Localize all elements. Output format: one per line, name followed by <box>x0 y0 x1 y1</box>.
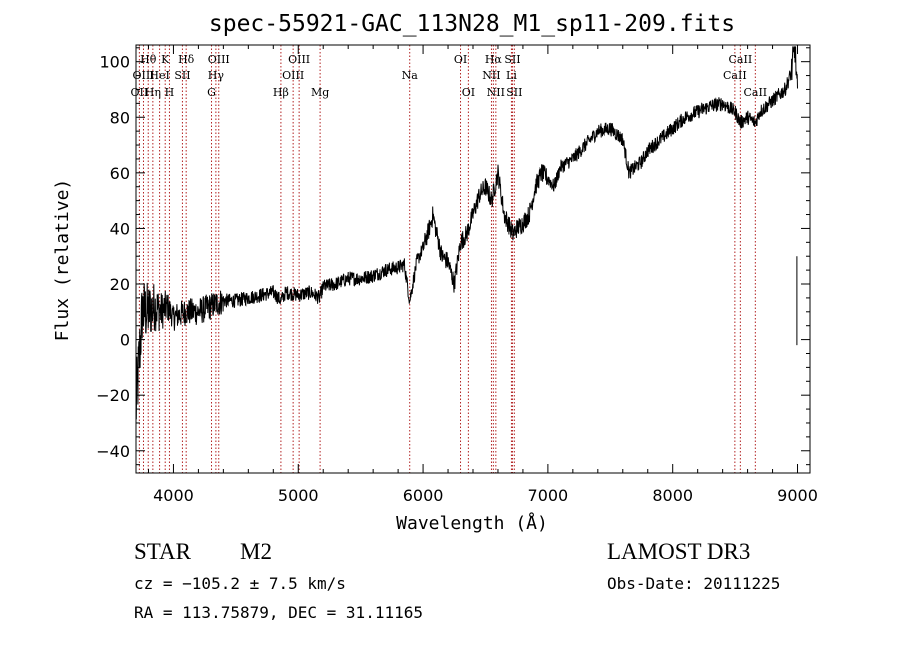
line-marker-label: NII <box>487 86 505 99</box>
y-tick-label: 100 <box>99 53 130 72</box>
marker-labels: OII Hθ OIII Hη HeI K H SII Hδ OIII Hγ G OIII OIII Hβ Mg… <box>131 53 768 99</box>
line-marker-label: Hη <box>145 86 161 99</box>
object-class: STAR <box>134 539 191 564</box>
y-axis-label: Flux (relative) <box>52 179 73 342</box>
x-tick-label: 6000 <box>403 486 444 505</box>
line-marker-label: Hδ <box>178 53 195 66</box>
y-tick-label: 60 <box>110 164 130 183</box>
line-marker-label: Hα <box>485 53 503 66</box>
redshift-velocity: cz = −105.2 ± 7.5 km/s <box>134 574 346 593</box>
line-marker-label: OIII <box>208 53 230 66</box>
y-tick-label: 80 <box>110 108 130 127</box>
line-marker-label: Na <box>402 69 419 82</box>
x-tick-label: 5000 <box>278 486 319 505</box>
line-markers <box>138 45 756 473</box>
line-marker-label: CaII <box>723 69 747 82</box>
y-tick-label: −20 <box>96 386 130 405</box>
line-marker-label: OIII <box>282 69 304 82</box>
line-marker-label: CaII <box>743 86 767 99</box>
y-tick-label: 40 <box>110 219 130 238</box>
x-tick-label: 4000 <box>153 486 194 505</box>
chart-title: spec-55921-GAC_113N28_M1_sp11-209.fits <box>209 11 735 37</box>
x-tick-label: 7000 <box>528 486 569 505</box>
line-marker-label: K <box>161 53 170 66</box>
line-marker-label: G <box>207 86 216 99</box>
line-marker-label: OI <box>462 86 475 99</box>
x-tick-label: 9000 <box>777 486 818 505</box>
line-marker-label: SII <box>506 86 522 99</box>
line-marker-label: OIII <box>132 69 154 82</box>
line-marker-label: Hγ <box>208 69 225 82</box>
x-axis-label: Wavelength (Å) <box>396 512 548 534</box>
line-marker-label: Hθ <box>140 53 157 66</box>
line-marker-label: HeI <box>149 69 169 82</box>
x-tick-label: 8000 <box>652 486 693 505</box>
survey-name: LAMOST DR3 <box>607 539 751 564</box>
sky-coordinates: RA = 113.75879, DEC = 31.11165 <box>134 603 423 622</box>
y-tick-label: 0 <box>120 331 130 350</box>
line-marker-label: CaII <box>729 53 753 66</box>
spectrum-line <box>135 46 798 420</box>
observation-date: Obs-Date: 20111225 <box>607 574 781 593</box>
line-marker-label: Mg <box>311 86 329 99</box>
y-tick-label: −40 <box>96 442 130 461</box>
y-tick-label: 20 <box>110 275 130 294</box>
line-marker-label: H <box>165 86 175 99</box>
axis-ticks: 4000 5000 6000 7000 8000 9000 −40 −20 0 20 40 60 80 1… <box>96 45 818 505</box>
line-marker-label: OI <box>454 53 467 66</box>
line-marker-label: SII <box>174 69 190 82</box>
object-subclass: M2 <box>240 539 272 564</box>
line-marker-label: Li <box>506 69 517 82</box>
line-marker-label: OII <box>131 86 149 99</box>
line-marker-label: SII <box>504 53 520 66</box>
line-marker-label: OIII <box>288 53 310 66</box>
line-marker-label: Hβ <box>273 86 289 99</box>
spectrum-series <box>135 46 798 420</box>
line-marker-label: NII <box>482 69 500 82</box>
